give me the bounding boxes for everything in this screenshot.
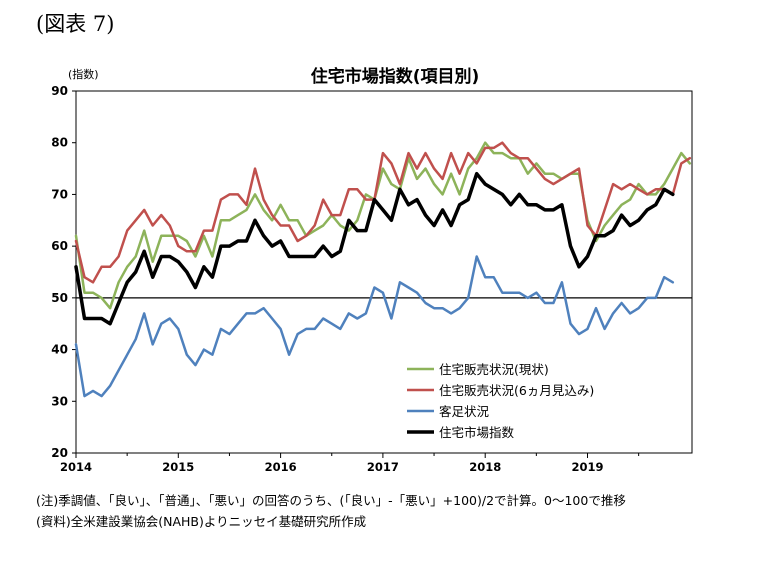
legend-label-0: 住宅販売状況(現状) xyxy=(439,362,549,377)
plot-frame xyxy=(75,90,693,454)
series-line-3 xyxy=(74,171,675,326)
legend-label-3: 住宅市場指数 xyxy=(439,425,515,440)
legend-label-1: 住宅販売状況(6ヵ月見込み) xyxy=(439,383,594,398)
chart: 住宅市場指数(項目別) (指数) 20 30 40 50 60 70 80 90 2014 201… xyxy=(51,66,693,474)
series-line-0 xyxy=(74,141,692,310)
y-tick-label: 50 xyxy=(51,291,68,305)
chart-title: 住宅市場指数(項目別) xyxy=(311,66,480,87)
x-tick-label: 2018 xyxy=(469,460,501,474)
x-tick-label: 2016 xyxy=(265,460,297,474)
x-tick-label: 2015 xyxy=(162,460,194,474)
x-tick-label: 2017 xyxy=(367,460,399,474)
figure-label: (図表 7) xyxy=(36,12,115,36)
y-tick-label: 30 xyxy=(51,394,68,408)
x-tick-label: 2019 xyxy=(571,460,603,474)
series-line-2 xyxy=(74,255,675,398)
y-tick-label: 90 xyxy=(51,84,68,98)
legend-label-2: 客足状況 xyxy=(439,404,490,419)
series-line-1 xyxy=(74,141,692,284)
y-tick-label: 80 xyxy=(51,136,68,150)
y-axis-unit-label: (指数) xyxy=(68,67,99,81)
y-tick-label: 40 xyxy=(51,343,68,357)
x-tick-label: 2014 xyxy=(60,460,92,474)
y-tick-label: 60 xyxy=(51,239,68,253)
chart-source: (資料)全米建設業協会(NAHB)よりニッセイ基礎研究所作成 xyxy=(36,514,367,529)
y-tick-label: 20 xyxy=(51,446,68,460)
plot-area: 20 30 40 50 60 70 80 90 2014 2015 2016 2017 2018 2019… xyxy=(51,84,693,474)
chart-note: (注)季調値、「良い」、「普通」、「悪い」の回答のうち、(「良い」-「悪い」+1… xyxy=(36,493,626,508)
y-tick-label: 70 xyxy=(51,187,68,201)
